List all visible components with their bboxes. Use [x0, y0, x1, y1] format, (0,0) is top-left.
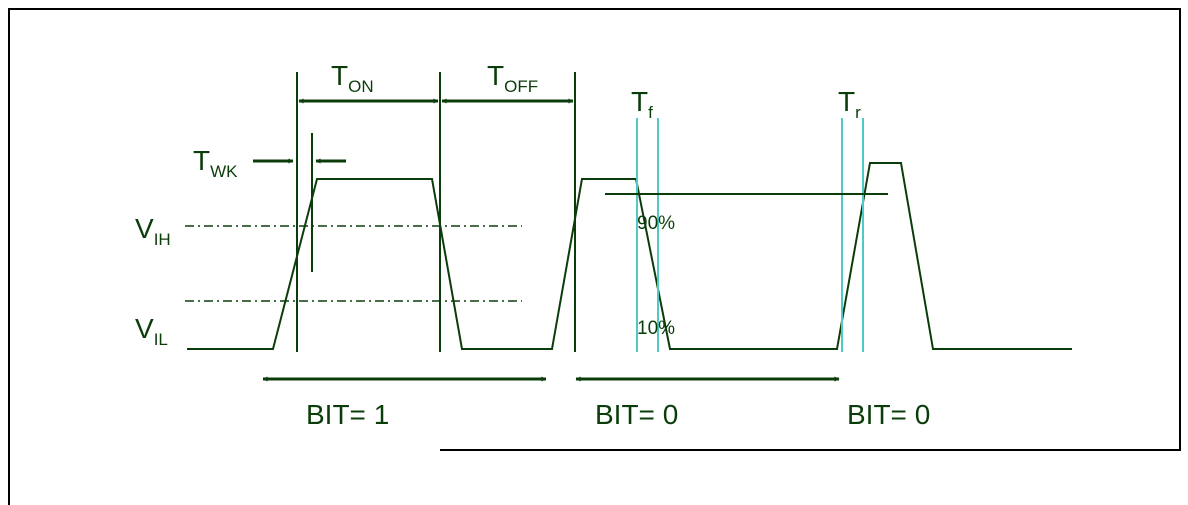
ton-label: TON	[331, 60, 374, 96]
bit-0-first-label: BIT= 0	[595, 399, 678, 430]
tr-label: Tr	[838, 86, 861, 122]
signal-waveform	[187, 162, 1072, 350]
tf-label: Tf	[631, 86, 653, 122]
bit-1-label: BIT= 1	[306, 399, 389, 430]
frame-border	[8, 8, 1181, 505]
vih-label: VIH	[135, 213, 171, 249]
ninety-percent-label: 90%	[637, 213, 675, 234]
ten-percent-label: 10%	[637, 318, 675, 339]
bit-0-second-label: BIT= 0	[847, 399, 930, 430]
toff-label: TOFF	[487, 60, 538, 96]
vil-label: VIL	[135, 313, 168, 349]
twk-label: TWK	[193, 145, 238, 181]
